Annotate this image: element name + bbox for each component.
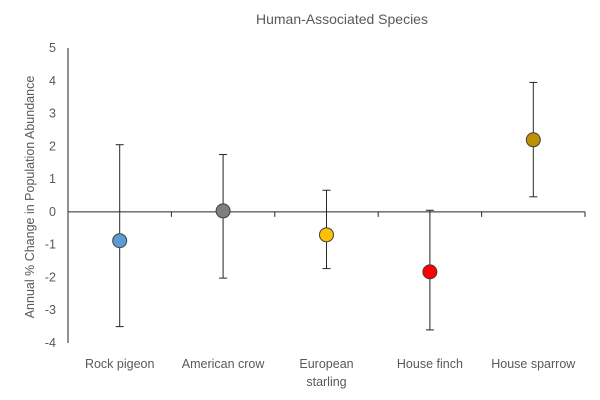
y-tick-label: -1 — [45, 238, 56, 252]
data-point-marker — [525, 132, 541, 148]
data-point-marker — [112, 233, 128, 249]
y-tick-label: 2 — [49, 139, 56, 153]
error-bar-group — [422, 209, 438, 331]
data-marks — [112, 81, 541, 331]
chart-title: Human-Associated Species — [256, 11, 428, 27]
x-category-label: House finch — [397, 357, 463, 371]
y-axis-label: Annual % Change in Population Abundance — [23, 76, 37, 319]
x-category-label: European starling — [299, 357, 353, 389]
data-point-marker — [422, 264, 438, 280]
x-category-labels: Rock pigeon American crow European starli… — [85, 357, 576, 389]
y-tick-label: -3 — [45, 303, 56, 317]
x-category-label: Rock pigeon — [85, 357, 155, 371]
y-tick-labels: 5 4 3 2 1 0 -1 -2 -3 -4 — [45, 41, 56, 350]
error-bar-group — [112, 144, 128, 328]
x-category-label: American crow — [182, 357, 266, 371]
y-tick-label: -2 — [45, 270, 56, 284]
y-tick-label: 1 — [49, 172, 56, 186]
y-tick-label: -4 — [45, 336, 56, 350]
x-category-label: House sparrow — [491, 357, 576, 371]
y-tick-label: 5 — [49, 41, 56, 55]
data-point-marker — [319, 227, 334, 243]
y-tick-label: 0 — [49, 205, 56, 219]
y-tick-label: 3 — [49, 107, 56, 121]
error-bar-group — [215, 154, 231, 279]
error-bar-group — [319, 189, 334, 270]
data-point-marker — [215, 203, 231, 219]
error-bar-group — [525, 81, 541, 198]
y-tick-label: 4 — [49, 74, 56, 88]
